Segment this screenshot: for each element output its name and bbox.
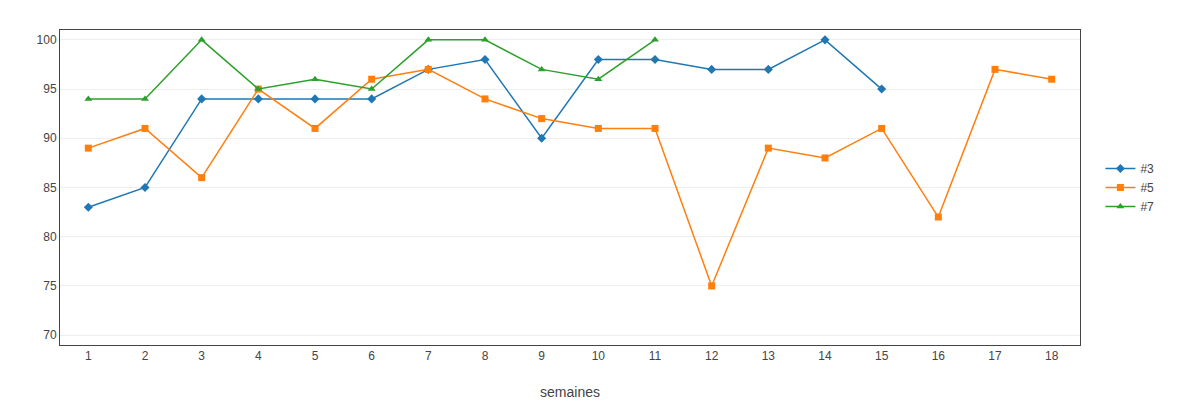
svg-text:semaines: semaines (540, 384, 600, 400)
svg-text:75: 75 (43, 279, 57, 293)
svg-text:5: 5 (312, 349, 319, 363)
svg-text:14: 14 (818, 349, 832, 363)
svg-text:8: 8 (482, 349, 489, 363)
svg-text:13: 13 (762, 349, 776, 363)
svg-text:#3: #3 (1140, 162, 1154, 176)
svg-text:100: 100 (37, 33, 57, 47)
svg-text:#7: #7 (1140, 200, 1154, 214)
svg-text:95: 95 (43, 82, 57, 96)
svg-text:7: 7 (425, 349, 432, 363)
svg-text:10: 10 (592, 349, 606, 363)
svg-text:3: 3 (198, 349, 205, 363)
svg-text:15: 15 (875, 349, 889, 363)
svg-text:11: 11 (649, 349, 662, 363)
svg-text:6: 6 (368, 349, 375, 363)
svg-text:9: 9 (538, 349, 545, 363)
svg-text:#5: #5 (1140, 181, 1154, 195)
svg-text:16: 16 (932, 349, 946, 363)
svg-text:2: 2 (142, 349, 149, 363)
svg-text:18: 18 (1045, 349, 1059, 363)
svg-text:80: 80 (43, 230, 57, 244)
svg-text:17: 17 (988, 349, 1002, 363)
svg-text:70: 70 (43, 328, 57, 342)
svg-text:90: 90 (43, 131, 57, 145)
svg-text:1: 1 (85, 349, 92, 363)
svg-text:85: 85 (43, 181, 57, 195)
svg-text:12: 12 (705, 349, 719, 363)
svg-text:4: 4 (255, 349, 262, 363)
